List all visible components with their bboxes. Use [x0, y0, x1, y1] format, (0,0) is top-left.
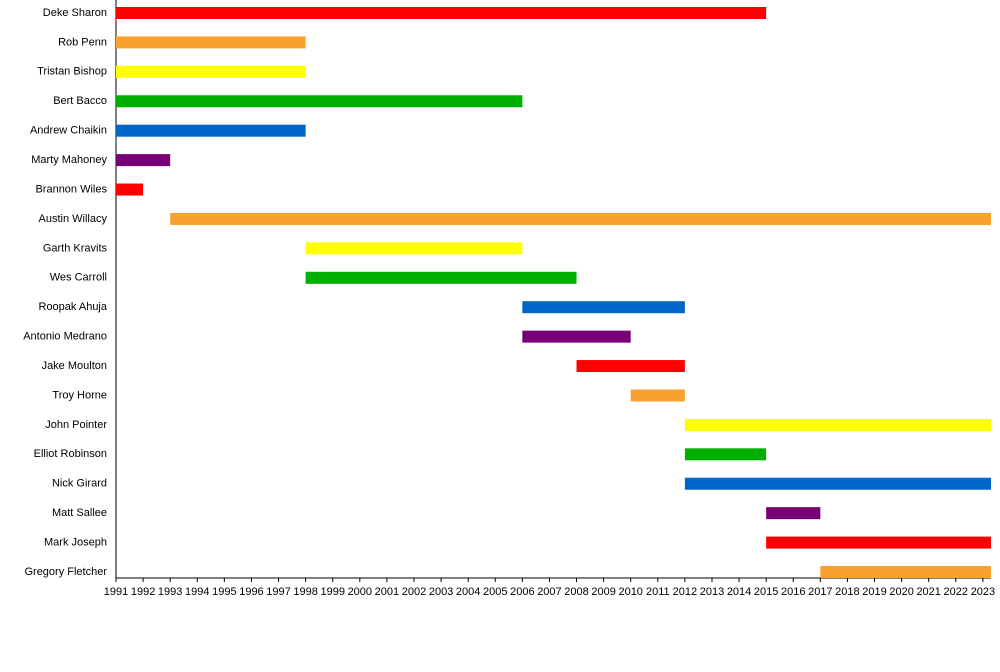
x-tick-label: 1995: [212, 586, 236, 598]
y-tick-label: Troy Horne: [52, 389, 107, 401]
y-tick-label: Antonio Medrano: [23, 331, 107, 343]
bar: [116, 36, 306, 49]
bar: [116, 183, 144, 196]
x-tick-label: 2017: [808, 586, 832, 598]
x-tick-label: 1997: [266, 586, 290, 598]
x-tick-label: 2011: [646, 586, 670, 598]
y-tick-label: Garth Kravits: [43, 242, 108, 254]
y-tick-label: Austin Willacy: [39, 213, 108, 225]
bar: [766, 507, 821, 520]
x-tick-label: 2016: [781, 586, 805, 598]
y-tick-label: Tristan Bishop: [37, 66, 107, 78]
x-tick-label: 2007: [537, 586, 561, 598]
x-tick-label: 2012: [673, 586, 697, 598]
y-tick-label: Andrew Chaikin: [30, 125, 107, 137]
y-tick-label: Matt Sallee: [52, 507, 107, 519]
x-tick-label: 2005: [483, 586, 507, 598]
y-tick-label: Rob Penn: [58, 36, 107, 48]
x-tick-label: 2020: [889, 586, 913, 598]
x-tick-label: 2006: [510, 586, 534, 598]
bar: [116, 95, 523, 108]
bar: [684, 477, 991, 490]
x-tick-label: 2008: [564, 586, 588, 598]
bar: [820, 566, 991, 578]
bar: [630, 389, 685, 402]
bar: [684, 418, 991, 431]
x-tick-label: 1998: [293, 586, 317, 598]
x-tick-label: 2009: [591, 586, 615, 598]
y-tick-label: Nick Girard: [52, 478, 107, 490]
y-tick-label: Roopak Ahuja: [39, 301, 108, 313]
x-tick-label: 1996: [239, 586, 263, 598]
bar: [116, 65, 306, 78]
bar: [305, 271, 577, 284]
bar: [576, 360, 685, 373]
x-tick-label: 2003: [429, 586, 453, 598]
x-tick-label: 2001: [375, 586, 399, 598]
y-tick-label: Marty Mahoney: [31, 154, 107, 166]
y-tick-label: Gregory Fletcher: [24, 566, 107, 578]
x-tick-label: 2013: [700, 586, 724, 598]
y-tick-label: John Pointer: [45, 419, 107, 431]
x-tick-label: 2023: [971, 586, 995, 598]
bar: [684, 448, 767, 461]
x-tick-label: 1999: [320, 586, 344, 598]
bar: [522, 301, 685, 314]
y-tick-label: Bert Bacco: [53, 95, 107, 107]
x-tick-label: 2004: [456, 586, 480, 598]
y-tick-label: Mark Joseph: [44, 536, 107, 548]
bar: [522, 330, 631, 343]
x-tick-label: 2010: [618, 586, 642, 598]
bar: [116, 7, 767, 19]
x-tick-label: 2021: [916, 586, 940, 598]
x-tick-label: 2000: [348, 586, 372, 598]
x-tick-label: 1993: [158, 586, 182, 598]
x-tick-label: 1992: [131, 586, 155, 598]
x-tick-label: 2019: [862, 586, 886, 598]
x-tick-label: 2015: [754, 586, 778, 598]
x-tick-label: 2022: [944, 586, 968, 598]
bar: [116, 124, 306, 137]
bar: [170, 212, 991, 225]
bar: [766, 536, 991, 549]
y-tick-label: Jake Moulton: [42, 360, 107, 372]
y-tick-label: Elliot Robinson: [34, 448, 107, 460]
x-tick-label: 1991: [104, 586, 128, 598]
x-tick-label: 2014: [727, 586, 751, 598]
y-tick-label: Wes Carroll: [50, 272, 107, 284]
y-tick-label: Deke Sharon: [43, 7, 107, 19]
bar: [116, 154, 171, 167]
x-tick-label: 2002: [402, 586, 426, 598]
x-tick-label: 2018: [835, 586, 859, 598]
bar: [305, 242, 523, 255]
x-tick-label: 1994: [185, 586, 209, 598]
y-tick-label: Brannon Wiles: [35, 183, 107, 195]
